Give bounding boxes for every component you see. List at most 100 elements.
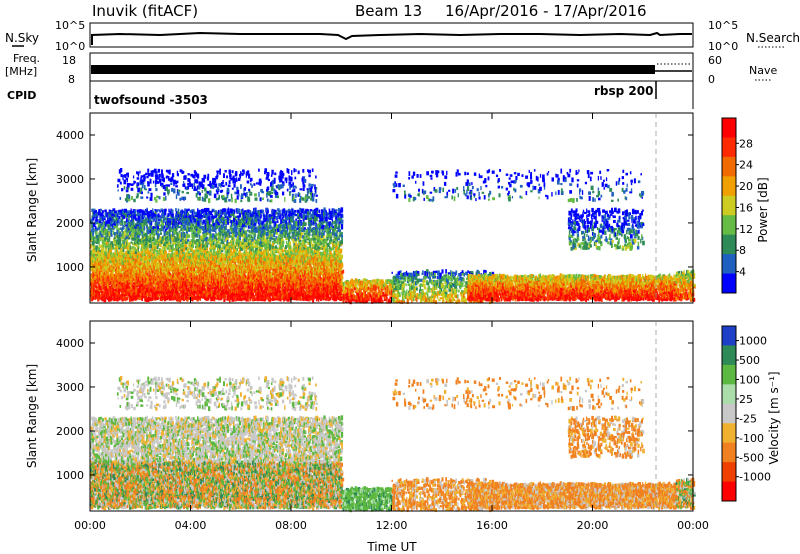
power-cell — [119, 253, 122, 258]
power-cell — [282, 252, 284, 256]
power-cell — [122, 262, 125, 265]
power-cell — [321, 271, 323, 276]
power-cell — [139, 285, 142, 290]
power-cell — [137, 264, 140, 267]
power-cell — [171, 286, 173, 290]
power-cell — [327, 267, 329, 272]
power-cell — [237, 257, 240, 263]
power-cell — [193, 262, 195, 266]
power-cell — [179, 295, 183, 299]
power-cell — [164, 258, 168, 263]
power-cell — [206, 281, 209, 285]
power-cell — [140, 262, 144, 265]
power-cell — [211, 298, 215, 301]
noise-right-tick-top: 10^5 — [708, 19, 738, 32]
power-cell — [194, 259, 197, 262]
cpid-program-1: twofsound -3503 — [94, 93, 208, 107]
power-cell — [170, 265, 172, 269]
power-cell — [132, 269, 134, 275]
power-cell — [113, 294, 116, 299]
power-cell — [151, 287, 154, 291]
power-cell — [249, 272, 252, 277]
power-cell — [154, 276, 157, 281]
power-cell — [118, 270, 121, 276]
power-cell — [91, 234, 93, 240]
power-cell — [224, 276, 227, 280]
power-cell — [217, 260, 220, 265]
power-cell — [132, 286, 134, 292]
power-cell — [141, 296, 144, 301]
power-cell — [185, 274, 187, 279]
power-cell — [198, 280, 200, 284]
power-cell — [252, 269, 255, 273]
power-cell — [261, 281, 263, 286]
power-cell — [205, 297, 209, 301]
power-cell — [170, 267, 172, 272]
power-cell — [250, 259, 253, 264]
power-cell — [91, 252, 94, 256]
power-cell — [123, 283, 126, 289]
freq-label-2: [MHz] — [5, 65, 37, 78]
power-cell — [115, 271, 117, 275]
power-cell — [223, 265, 226, 269]
power-cell — [119, 257, 122, 260]
power-cell — [95, 296, 98, 300]
power-cell — [118, 265, 120, 270]
power-cell — [148, 274, 152, 278]
power-cell — [254, 283, 257, 289]
power-cell — [204, 277, 206, 283]
power-cell — [266, 269, 269, 274]
power-cell — [210, 255, 213, 259]
power-cell — [222, 277, 226, 283]
power-cell — [104, 279, 106, 285]
power-cell — [150, 267, 153, 270]
power-cell — [102, 282, 104, 286]
power-cell — [266, 283, 269, 287]
power-cell — [121, 293, 124, 297]
power-cell — [165, 253, 168, 258]
power-cell — [107, 293, 110, 298]
power-cell — [131, 284, 134, 287]
power-cell — [156, 269, 159, 272]
power-cell — [133, 285, 136, 290]
power-cell — [244, 275, 247, 278]
power-cell — [260, 276, 262, 281]
power-cell — [236, 283, 239, 287]
power-cell — [254, 254, 257, 259]
power-cell — [124, 296, 127, 302]
power-cell — [198, 285, 201, 291]
power-cell — [215, 277, 219, 282]
power-cell — [105, 258, 108, 263]
power-cell — [202, 280, 205, 283]
power-cell — [137, 296, 139, 300]
power-cell — [95, 284, 98, 287]
power-cell — [107, 279, 109, 285]
power-cell — [214, 287, 217, 292]
power-cell — [203, 289, 206, 294]
power-cell — [262, 257, 264, 260]
power-cell — [239, 260, 243, 265]
power-cell — [140, 270, 144, 274]
power-cell — [113, 260, 116, 264]
power-cell — [225, 267, 227, 270]
power-cell — [201, 273, 204, 277]
power-cell — [228, 279, 231, 283]
power-cell — [143, 254, 146, 260]
power-cell — [240, 252, 244, 256]
power-cell — [114, 256, 117, 260]
power-cell — [124, 277, 127, 282]
power-cell — [109, 290, 111, 293]
power-cell — [135, 289, 139, 295]
power-cell — [264, 293, 266, 296]
power-cell — [112, 270, 114, 273]
power-cell — [108, 288, 111, 291]
power-cell — [246, 273, 249, 277]
power-cell — [264, 284, 267, 287]
power-cell — [196, 298, 199, 302]
power-cell — [103, 289, 106, 294]
power-cell — [250, 290, 253, 295]
power-cell — [150, 265, 152, 268]
power-cell — [234, 289, 238, 294]
power-cell — [214, 264, 217, 267]
power-cell — [239, 276, 242, 282]
